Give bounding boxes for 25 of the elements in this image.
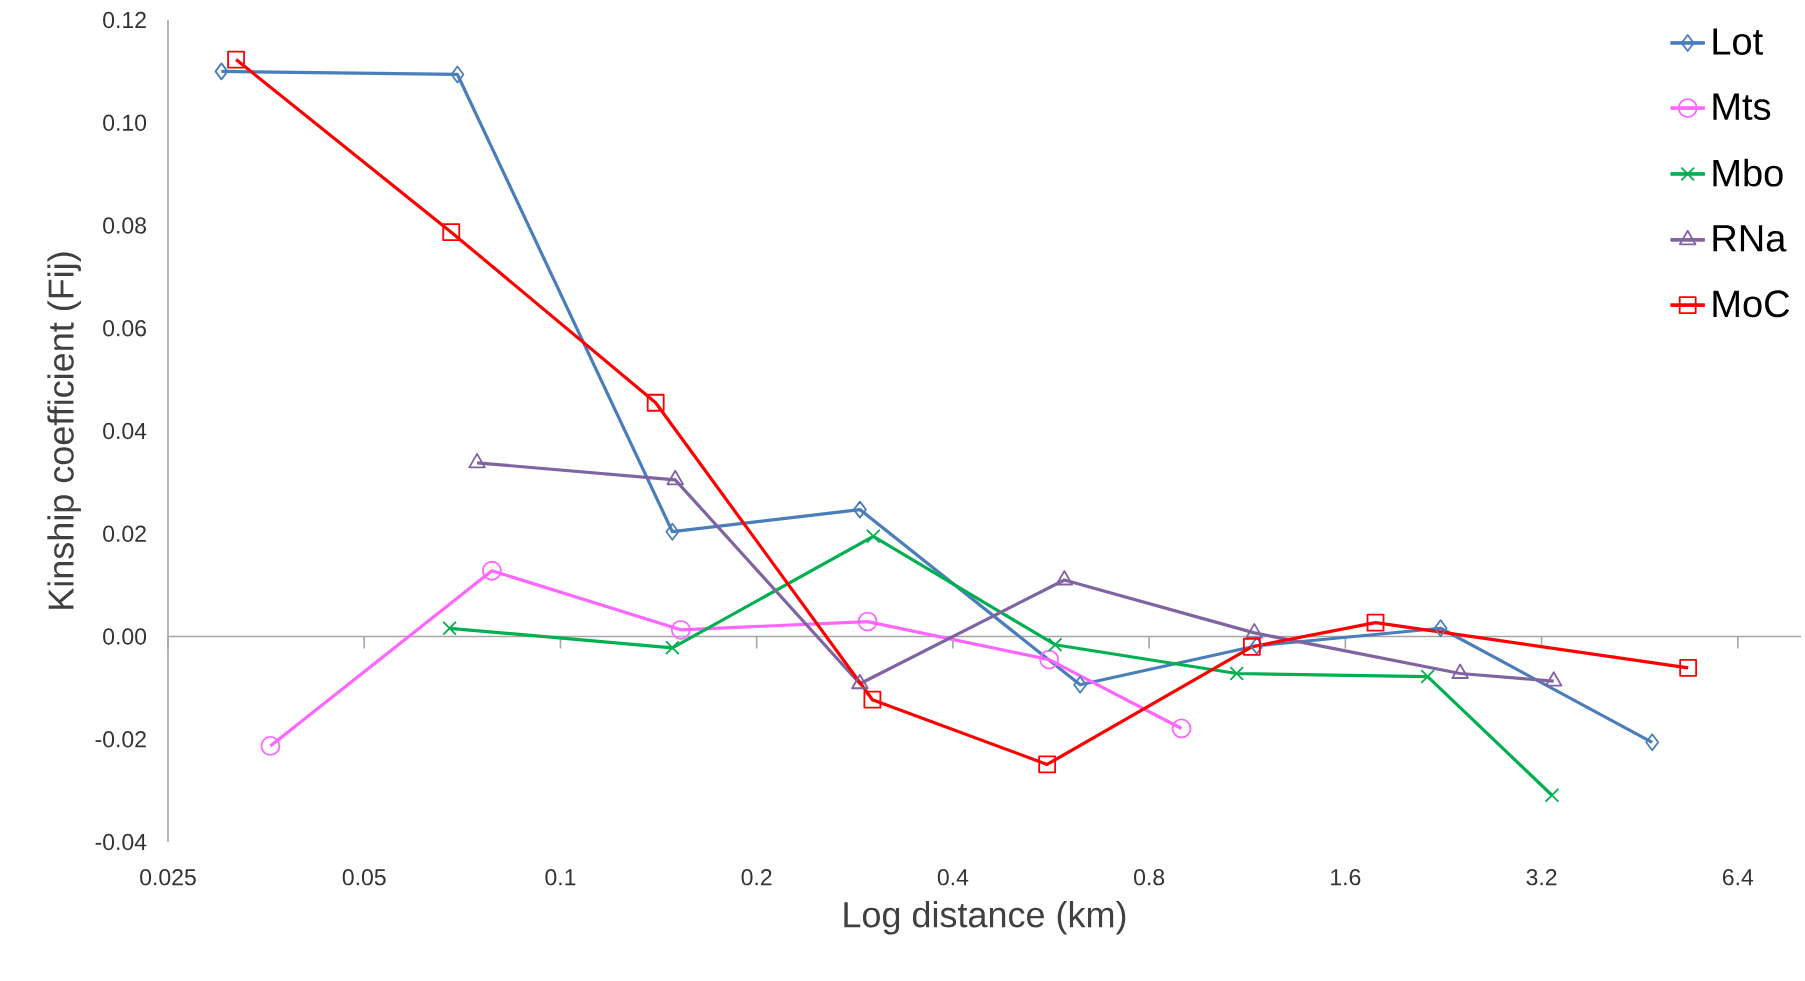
y-tick-label: 0.00 (103, 628, 147, 645)
x-tick-label: 0.025 (140, 869, 196, 886)
y-tick-label: 0.08 (103, 217, 146, 234)
x-tick-label: 1.6 (1331, 869, 1361, 886)
y-tick-label: -0.04 (95, 833, 147, 851)
y-axis-title: Kinship coefficient (Fij) (47, 252, 81, 609)
x-axis-title: Log distance (km) (844, 901, 1126, 935)
y-tick-label: 0.04 (103, 422, 147, 440)
x-tick-label: 0.4 (937, 869, 969, 886)
legend-label: Mbo (1713, 158, 1783, 187)
x-tick-label: 0.05 (342, 869, 386, 886)
legend-label: MoC (1713, 290, 1790, 318)
x-tick-label: 0.8 (1134, 869, 1165, 886)
legend-label: Lot (1713, 28, 1763, 55)
y-tick-label: 0.10 (103, 114, 147, 131)
y-tick-label: -0.02 (95, 731, 146, 748)
y-tick-label: 0.02 (103, 525, 146, 542)
legend-label: Mts (1713, 93, 1771, 121)
legend-label: RNa (1713, 225, 1787, 252)
x-tick-label: 3.2 (1526, 869, 1557, 886)
y-tick-label: 0.12 (103, 11, 146, 29)
x-tick-label: 0.1 (545, 869, 576, 886)
y-tick-label: 0.06 (103, 320, 146, 337)
x-tick-label: 6.4 (1722, 869, 1754, 886)
x-tick-label: 0.2 (741, 869, 772, 886)
